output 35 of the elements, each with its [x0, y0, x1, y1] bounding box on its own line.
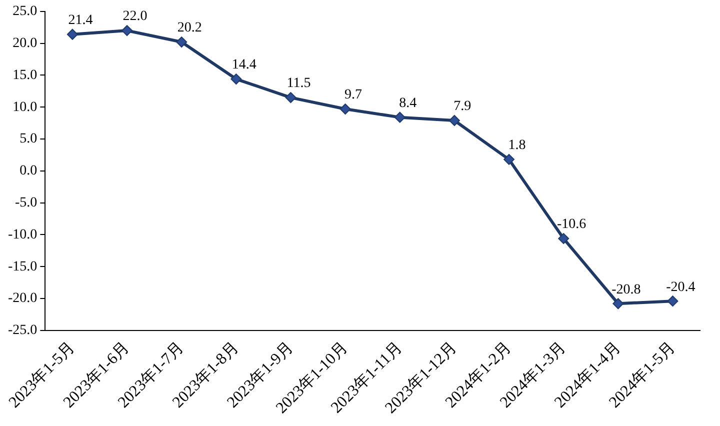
y-tick-label: 10.0	[12, 100, 38, 115]
point	[340, 104, 351, 115]
point	[122, 25, 133, 36]
y-tick-label: -10.0	[8, 227, 38, 242]
point	[176, 36, 188, 48]
data-label: 22.0	[122, 9, 148, 24]
y-tick-label: 25.0	[12, 4, 38, 20]
y-tick-label: 5.0	[20, 132, 38, 147]
point	[612, 298, 624, 310]
point	[448, 115, 460, 126]
point	[285, 92, 296, 104]
data-label: -20.4	[666, 280, 696, 295]
y-tick-label: -20.0	[8, 291, 38, 306]
data-label: -10.6	[556, 217, 586, 232]
y-tick-label: -5.0	[14, 195, 38, 210]
point	[667, 296, 678, 307]
data-label: 1.8	[508, 138, 526, 154]
point	[230, 74, 242, 85]
data-label: 21.4	[68, 13, 93, 28]
y-tick-label: -15.0	[8, 259, 38, 274]
data-label: 8.4	[399, 96, 417, 111]
data-label: -20.8	[612, 282, 641, 298]
data-label: 9.7	[344, 88, 362, 103]
y-tick-label: -25.0	[8, 323, 38, 338]
y-tick-label: 15.0	[12, 68, 38, 83]
data-label: 20.2	[177, 20, 202, 36]
point	[394, 112, 406, 123]
y-tick-label: 0.0	[20, 164, 38, 179]
data-label: 7.9	[454, 99, 472, 114]
data-label: 11.5	[286, 76, 311, 92]
point	[558, 233, 570, 244]
y-tick-label: 20.0	[12, 36, 38, 51]
point	[66, 28, 78, 40]
point	[504, 154, 515, 165]
data-label: 14.4	[232, 58, 256, 73]
